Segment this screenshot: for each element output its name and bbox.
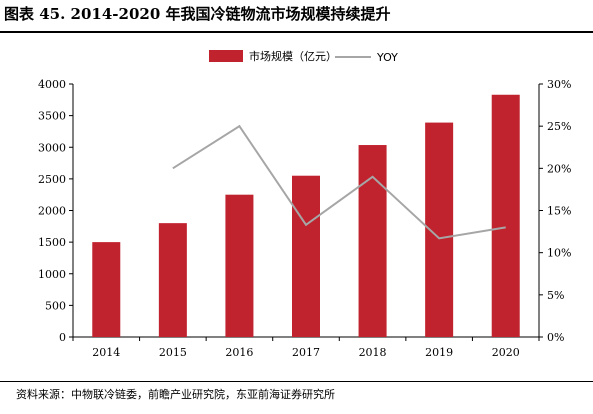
y-right-tick-label: 25% xyxy=(547,120,571,133)
legend-line-label: YOY xyxy=(376,51,398,64)
bar xyxy=(292,175,320,337)
bar xyxy=(92,242,121,337)
x-tick-label: 2015 xyxy=(159,346,187,359)
bar-series xyxy=(92,94,520,338)
y-left-tick-label: 1500 xyxy=(38,236,66,249)
y-right-tick-label: 15% xyxy=(547,205,571,218)
chart-title: 图表 45. 2014-2020 年我国冷链物流市场规模持续提升 xyxy=(4,5,391,23)
y-right-tick-label: 10% xyxy=(547,247,571,260)
yoy-series xyxy=(172,124,506,240)
x-tick-label: 2017 xyxy=(292,346,320,359)
y-left-tick-label: 500 xyxy=(45,299,66,312)
y-left-tick-label: 1000 xyxy=(38,268,66,281)
x-tick-label: 2018 xyxy=(359,346,387,359)
title-rule xyxy=(0,31,593,33)
y-right-tick-label: 0% xyxy=(547,331,564,344)
source-rule xyxy=(0,381,593,382)
tick-labels: 0 500 1000 1500 2000 2500 3000 3500 4000 0% 5% 10% 1… xyxy=(38,78,571,359)
y-left-tick-label: 2500 xyxy=(38,173,66,186)
legend-bar-label: 市场规模（亿元） xyxy=(249,49,337,63)
bar xyxy=(225,194,254,337)
bar xyxy=(358,145,387,337)
y-left-tick-label: 3000 xyxy=(38,141,66,154)
source-note: 资料来源：中物联冷链委，前瞻产业研究院，东亚前海证券研究所 xyxy=(16,388,335,401)
bar xyxy=(158,223,187,337)
x-tick-label: 2016 xyxy=(225,346,253,359)
y-left-tick-label: 4000 xyxy=(38,78,66,91)
chart-area: 市场规模（亿元） YOY 0 500 1000 1500 2000 2500 3000 350… xyxy=(38,49,571,359)
legend: 市场规模（亿元） YOY xyxy=(209,49,398,64)
x-tick-label: 2020 xyxy=(492,346,520,359)
y-right-tick-label: 30% xyxy=(547,78,571,91)
y-left-tick-label: 2000 xyxy=(38,205,66,218)
y-left-tick-label: 0 xyxy=(59,331,66,344)
y-left-tick-label: 3500 xyxy=(38,110,66,123)
x-tick-label: 2014 xyxy=(92,346,120,359)
y-right-tick-label: 5% xyxy=(547,289,564,302)
y-right-tick-label: 20% xyxy=(547,162,571,175)
legend-bar-swatch xyxy=(209,50,243,62)
bar xyxy=(491,94,520,337)
x-tick-label: 2019 xyxy=(425,346,453,359)
yoy-line xyxy=(172,124,506,240)
